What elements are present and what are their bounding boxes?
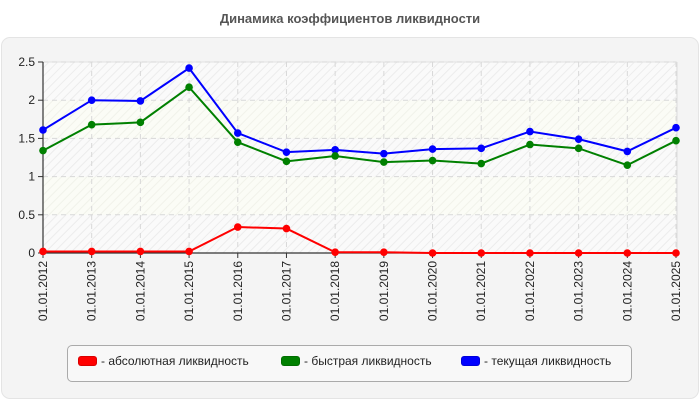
svg-text:0.5: 0.5 [18,208,35,222]
legend-item-current: - текущая ликвидность [461,354,611,368]
svg-text:01.01.2017: 01.01.2017 [279,261,293,321]
svg-text:0: 0 [28,246,35,260]
x-axis-labels: 01.01.2012 01.01.2013 01.01.2014 01.01.2015… [36,261,683,321]
svg-text:01.01.2025: 01.01.2025 [669,261,683,321]
svg-text:01.01.2018: 01.01.2018 [328,261,342,321]
legend-label: - абсолютная ликвидность [101,354,249,368]
svg-text:2: 2 [28,93,35,107]
plot-background [43,62,676,253]
legend-swatch-green [281,356,300,366]
svg-text:1.5: 1.5 [18,131,35,145]
svg-text:01.01.2023: 01.01.2023 [572,261,586,321]
legend-label: - текущая ликвидность [484,354,612,368]
legend-item-absolute: - абсолютная ликвидность [78,354,249,368]
svg-text:01.01.2014: 01.01.2014 [133,261,147,321]
svg-text:01.01.2021: 01.01.2021 [474,261,488,321]
svg-text:01.01.2016: 01.01.2016 [231,261,245,321]
series-lines [39,64,680,257]
svg-text:01.01.2022: 01.01.2022 [523,261,537,321]
y-axis-labels: 0 0.5 1 1.5 2 2.5 [18,55,35,260]
gridlines [43,61,678,253]
svg-text:01.01.2015: 01.01.2015 [182,261,196,321]
chart-title: Динамика коэффициентов ликвидности [219,11,481,26]
svg-text:01.01.2019: 01.01.2019 [377,261,391,321]
svg-text:01.01.2024: 01.01.2024 [620,261,634,321]
svg-text:01.01.2020: 01.01.2020 [426,261,440,321]
svg-text:01.01.2013: 01.01.2013 [85,261,99,321]
legend-swatch-blue [461,356,480,366]
svg-text:01.01.2012: 01.01.2012 [36,261,50,321]
legend-item-quick: - быстрая ликвидность [281,354,432,368]
svg-text:2.5: 2.5 [18,55,35,69]
svg-text:1: 1 [28,170,35,184]
legend-label: - быстрая ликвидность [304,354,432,368]
legend-swatch-red [78,356,97,366]
legend: - абсолютная ликвидность - быстрая ликви… [67,345,632,382]
